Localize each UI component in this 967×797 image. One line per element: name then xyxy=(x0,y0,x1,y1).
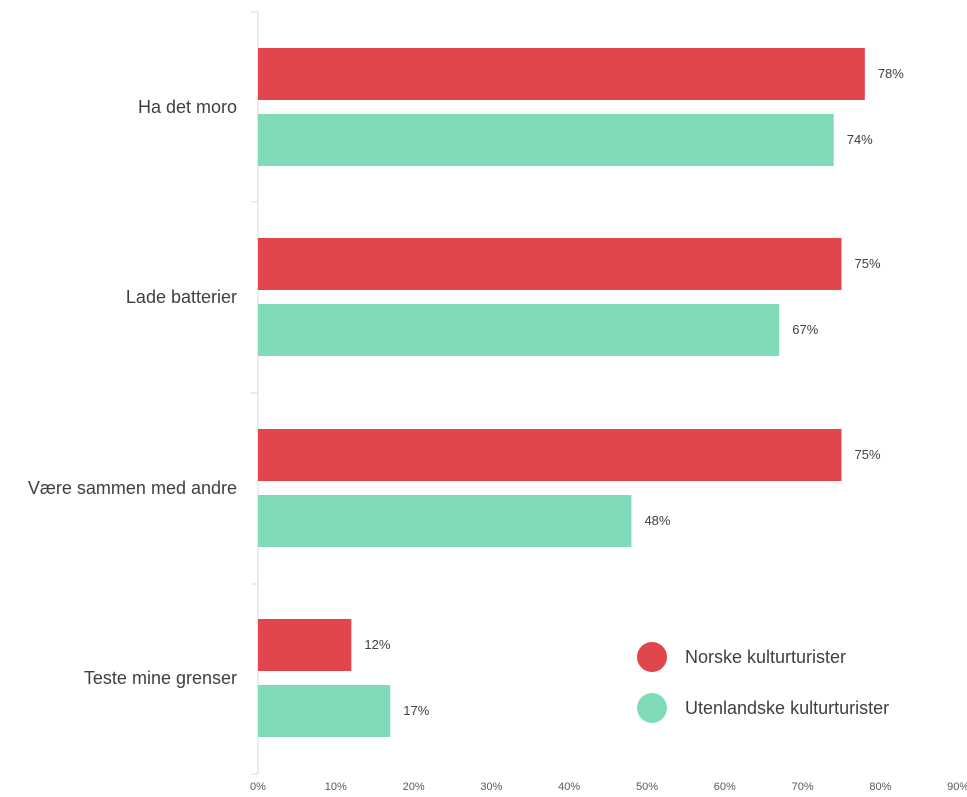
category-label: Være sammen med andre xyxy=(28,478,237,498)
x-tick-label: 60% xyxy=(714,781,736,793)
bar-utenlandske-1 xyxy=(258,304,780,356)
value-label: 48% xyxy=(644,513,670,528)
bar-norske-0 xyxy=(258,48,865,100)
value-label: 74% xyxy=(847,132,873,147)
bar-utenlandske-2 xyxy=(258,495,632,547)
legend: Norske kulturturister Utenlandske kulturt… xyxy=(637,642,889,723)
x-tick-label: 90% xyxy=(947,781,967,793)
value-label: 75% xyxy=(855,447,881,462)
bars xyxy=(258,48,865,737)
bar-norske-3 xyxy=(258,619,352,671)
x-tick-label: 0% xyxy=(250,781,266,793)
legend-swatch xyxy=(637,693,667,723)
value-label: 67% xyxy=(792,322,818,337)
value-label: 17% xyxy=(403,703,429,718)
x-axis-ticks: 0% 10% 20% 30% 40% 50% 60% 70% 80% 90% xyxy=(250,781,967,793)
x-tick-label: 70% xyxy=(792,781,814,793)
bar-norske-2 xyxy=(258,429,842,481)
category-label: Teste mine grenser xyxy=(84,668,237,688)
x-tick-label: 50% xyxy=(636,781,658,793)
category-labels: Ha det moro Lade batterier Være sammen med… xyxy=(28,97,237,688)
bar-utenlandske-3 xyxy=(258,685,391,737)
category-label: Lade batterier xyxy=(126,287,237,307)
x-tick-label: 10% xyxy=(325,781,347,793)
legend-swatch xyxy=(637,642,667,672)
value-label: 75% xyxy=(855,256,881,271)
bar-norske-1 xyxy=(258,238,842,290)
value-labels: 78% 74% 75% 67% 75% 48% 12% 17% xyxy=(364,66,904,718)
x-tick-label: 20% xyxy=(403,781,425,793)
value-label: 78% xyxy=(878,66,904,81)
value-label: 12% xyxy=(364,637,390,652)
axis xyxy=(251,11,259,775)
x-tick-label: 80% xyxy=(869,781,891,793)
bar-utenlandske-0 xyxy=(258,114,834,166)
x-tick-label: 30% xyxy=(480,781,502,793)
legend-label: Norske kulturturister xyxy=(685,647,846,667)
category-label: Ha det moro xyxy=(138,97,237,117)
legend-label: Utenlandske kulturturister xyxy=(685,698,889,718)
x-tick-label: 40% xyxy=(558,781,580,793)
